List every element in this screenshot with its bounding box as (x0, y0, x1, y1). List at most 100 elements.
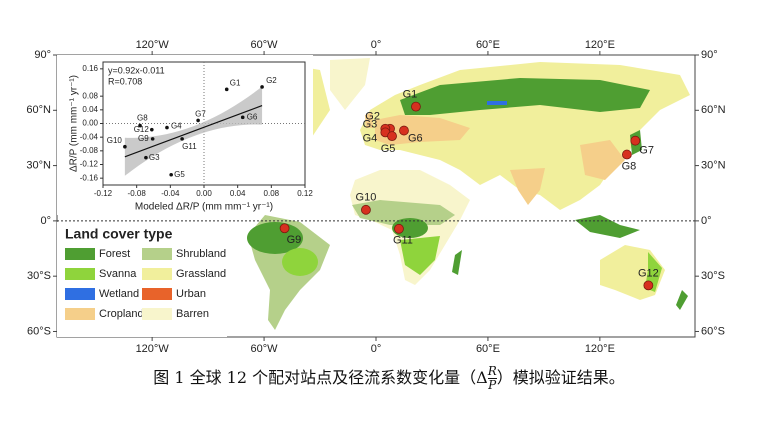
station-marker (394, 223, 404, 234)
scatter-point (240, 115, 245, 120)
x-tick-label: 60°W (251, 39, 279, 51)
legend-label: Svanna (99, 268, 137, 280)
station-marker (643, 280, 654, 291)
station-marker (279, 223, 290, 234)
scatter-point (224, 87, 229, 92)
legend-swatch (65, 288, 95, 300)
legend-swatch (142, 268, 172, 280)
scatter-label: G5 (174, 170, 185, 179)
x-tick-label: 0.12 (297, 189, 313, 198)
legend-label: Urban (176, 288, 206, 300)
y-tick-label: 30°S (701, 270, 725, 282)
europe-crops (375, 115, 470, 145)
madagascar (452, 250, 462, 275)
scatter-point (165, 125, 169, 130)
y-tick-label: 90° (34, 49, 51, 61)
scatter-label: G6 (247, 112, 258, 121)
legend-swatch (65, 248, 95, 260)
caption-text: 图 1 全球 12 个配对站点及径流系数变化量（Δ (153, 368, 488, 387)
wetland-patch (487, 101, 507, 105)
station-marker (622, 149, 632, 160)
caption-den: P (488, 378, 497, 392)
scatter-point (144, 155, 148, 160)
scatter-label: G2 (266, 76, 277, 85)
x-tick-label: 120°E (585, 39, 615, 51)
x-tick-label: 120°W (136, 39, 170, 51)
scatter-point (138, 123, 142, 128)
legend-swatch (142, 308, 172, 320)
station-label: G12 (638, 267, 659, 279)
y-tick-label: -0.16 (80, 173, 99, 182)
y-tick-label: 0.08 (82, 91, 98, 100)
scatter-label: G12 (134, 125, 150, 134)
caption: 图 1 全球 12 个配对站点及径流系数变化量（Δ R P ）模拟验证结果。 (0, 364, 778, 392)
station-label: G3 (363, 119, 378, 131)
y-tick-label: -0.04 (80, 132, 99, 141)
scatter-label: G1 (230, 78, 241, 87)
x-tick-label: 60°W (251, 343, 279, 355)
y-tick-label: 60°N (26, 104, 51, 116)
y-tick-label: 60°N (701, 104, 726, 116)
scatter-label: G10 (107, 136, 123, 145)
station-label: G1 (403, 89, 418, 101)
legend-swatch (142, 248, 172, 260)
station-label: G6 (408, 132, 423, 144)
station-label: G8 (622, 160, 637, 172)
legend-label: Barren (176, 308, 209, 320)
station-label: G7 (639, 145, 654, 157)
greenland (330, 58, 370, 110)
station-label: G4 (363, 132, 378, 144)
x-tick-label: -0.12 (94, 189, 113, 198)
station-marker (630, 135, 641, 146)
legend-swatch (65, 308, 95, 320)
x-tick-label: 60°E (476, 39, 500, 51)
y-tick-label: 30°N (701, 159, 726, 171)
y-tick-label: 60°S (27, 325, 51, 337)
x-tick-label: -0.04 (161, 189, 180, 198)
y-tick-label: 0° (701, 215, 712, 227)
scatter-point (180, 137, 184, 141)
scatter-point (169, 172, 173, 177)
inset: -0.12 -0.08 -0.04 0.00 0.04 0.08 0.12 0.16 0.08 0… (57, 55, 313, 215)
y-tick-label: 0.04 (82, 105, 98, 114)
x-tick-label: 0.04 (230, 189, 246, 198)
y-tick-label: 0.00 (82, 119, 98, 128)
x-axis-label: Modeled ΔR/P (mm mm⁻¹ yr⁻¹) (135, 202, 273, 213)
legend-swatch (142, 288, 172, 300)
scatter-point (260, 85, 264, 89)
caption-text: ）模拟验证结果。 (496, 368, 625, 387)
y-tick-label: 30°S (27, 270, 51, 282)
y-tick-label: 0.16 (82, 64, 98, 73)
station-label: G9 (287, 234, 302, 246)
legend-label: Shrubland (176, 248, 226, 260)
legend-swatch (65, 268, 95, 280)
sahel (352, 200, 455, 225)
y-tick-label: 0° (40, 215, 51, 227)
station-label: G11 (393, 235, 413, 247)
new-zealand (676, 290, 688, 310)
y-tick-label: 90° (701, 49, 718, 61)
africa-savanna (400, 236, 440, 275)
scatter-label: G4 (171, 122, 182, 131)
scatter-point (150, 137, 155, 141)
y-tick-label: -0.12 (80, 160, 99, 169)
legend-label: Forest (99, 248, 130, 260)
scatter-label: G11 (182, 142, 197, 151)
x-tick-label: 120°W (136, 343, 170, 355)
x-tick-label: 60°E (476, 343, 500, 355)
x-tick-label: 0° (371, 39, 382, 51)
legend-label: Wetland (99, 288, 139, 300)
scatter-label: G8 (137, 114, 148, 123)
station-marker (361, 204, 371, 215)
x-tick-label: 120°E (585, 343, 615, 355)
y-axis-label: ΔR/P (mm mm⁻¹ yr⁻¹) (69, 75, 80, 172)
station-label: G2 (365, 111, 380, 123)
scatter-point (150, 127, 154, 132)
boreal-forest (400, 78, 650, 115)
legend-label: Grassland (176, 268, 226, 280)
scatter-point (123, 144, 127, 149)
fit-equation: y=0.92x-0.011 (108, 65, 165, 75)
station-marker (399, 125, 409, 136)
